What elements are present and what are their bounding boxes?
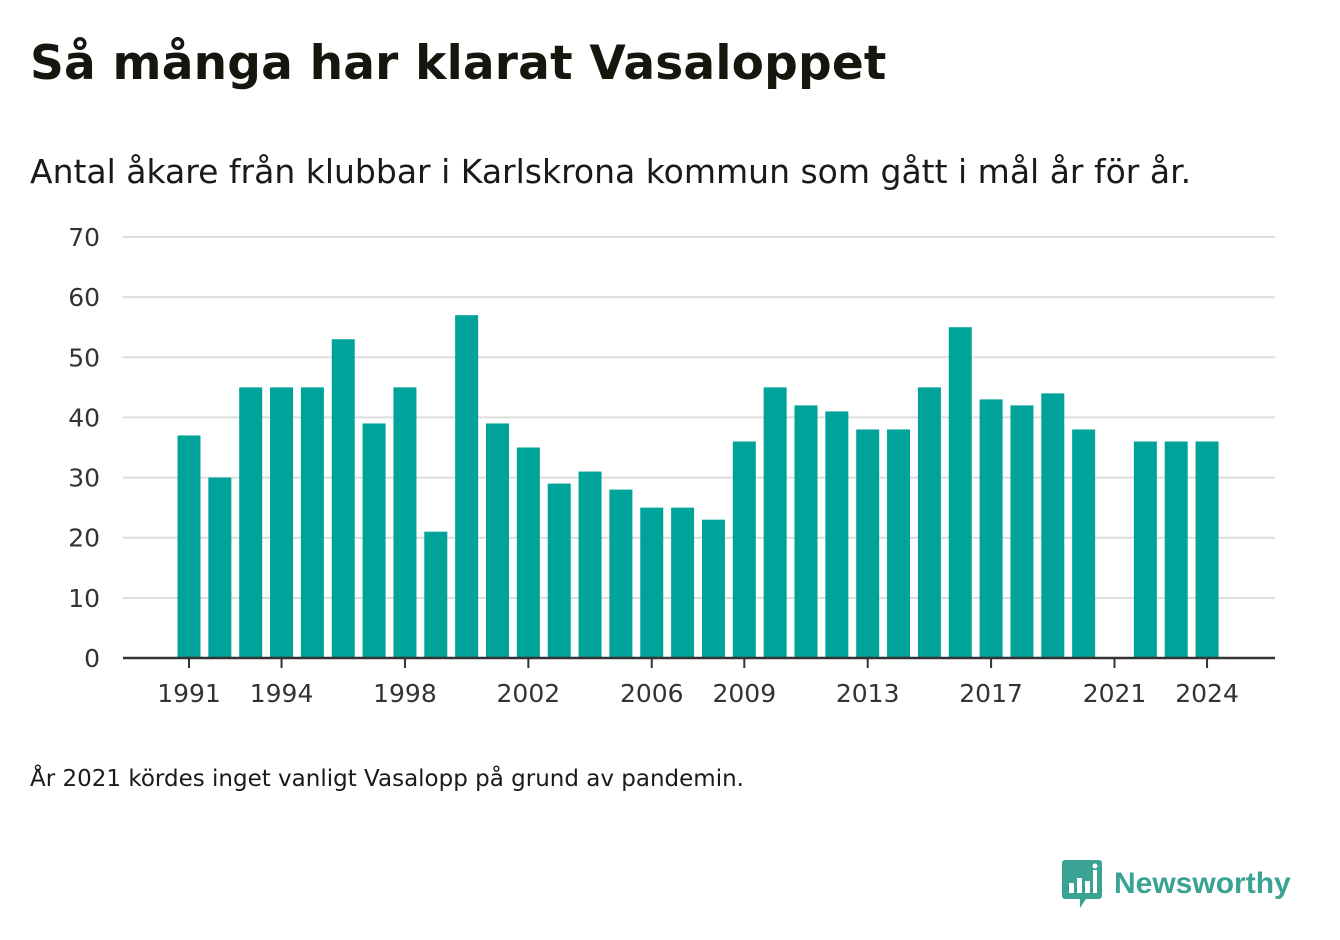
y-tick-label: 20 [68,524,100,553]
bar-2022 [1133,441,1157,658]
bar-1996 [331,339,355,658]
bar-2009 [732,441,756,658]
brand-name: Newsworthy [1114,867,1291,900]
bar-2017 [979,399,1003,658]
x-tick-label: 2024 [1175,679,1239,708]
bar-2001 [486,423,509,658]
bar-2004 [578,471,602,658]
x-tick-label: 2002 [497,679,561,708]
x-tick-label: 1998 [373,679,437,708]
bar-2007 [671,507,695,658]
y-tick-label: 50 [68,343,100,372]
bar-2019 [1041,393,1065,658]
bar-1993 [239,387,263,658]
chart-subtitle: Antal åkare från klubbar i Karlskrona ko… [30,152,1192,191]
x-tick-label: 2013 [836,679,900,708]
bar-2005 [609,489,633,658]
bar-2000 [455,315,479,658]
y-tick-label: 70 [68,223,100,252]
y-tick-label: 10 [68,584,100,613]
bar-2016 [948,327,972,658]
x-tick-label: 2006 [620,679,684,708]
x-axis: 1991 1994 1998 2002 2006 2009 2013 2017 2021 2024 [123,656,1275,708]
bar-1995 [300,387,324,658]
footnote: År 2021 kördes inget vanligt Vasalopp på… [30,766,744,792]
bar-1992 [208,477,232,658]
y-tick-label: 40 [68,403,100,432]
bar-1998 [393,387,417,658]
bar-2014 [887,429,911,658]
bar-2015 [917,387,941,658]
bar-1999 [424,531,448,658]
bar-2006 [640,507,664,658]
x-tick-label: 2021 [1083,679,1147,708]
bar-chart: 0 10 20 30 40 50 60 70 1991 1994 1998 2002 2006 2009… [68,223,1275,708]
bar-2012 [825,411,849,658]
bars [177,315,1219,658]
x-tick-label: 1994 [250,679,314,708]
bar-2020 [1072,429,1096,658]
newsworthy-logo-icon [1062,860,1102,908]
bar-2003 [547,483,571,658]
bar-2013 [856,429,880,658]
x-tick-label: 1991 [157,679,221,708]
bar-2018 [1010,405,1034,658]
bar-2023 [1164,441,1188,658]
bar-2002 [516,447,540,658]
bar-2008 [701,519,725,658]
bar-1997 [362,423,386,658]
bar-1991 [177,435,201,658]
y-tick-label: 30 [68,464,100,493]
gridlines [123,236,1275,599]
y-axis-ticks: 0 10 20 30 40 50 60 70 [68,223,100,673]
bar-2011 [794,405,818,658]
y-tick-label: 0 [84,644,100,673]
bar-1994 [270,387,294,658]
chart-title: Så många har klarat Vasaloppet [30,36,887,91]
x-tick-label: 2017 [959,679,1023,708]
bar-2024 [1195,441,1219,658]
x-tick-label: 2009 [712,679,776,708]
bar-2010 [763,387,787,658]
y-tick-label: 60 [68,283,100,312]
brand: Newsworthy [1062,860,1291,908]
